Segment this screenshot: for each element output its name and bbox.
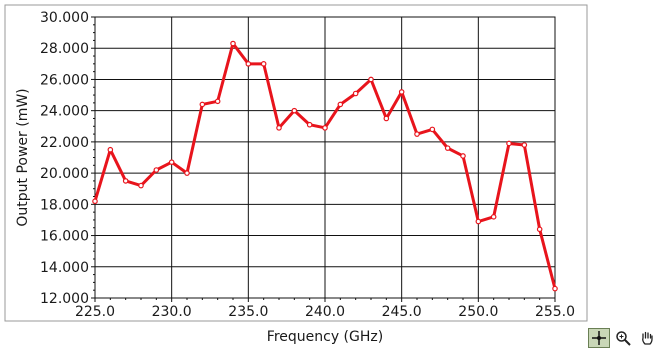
data-point <box>352 90 359 97</box>
series <box>92 40 558 292</box>
data-point <box>506 140 512 147</box>
zoom-tool-button[interactable] <box>612 328 634 348</box>
y-tick-label: 16.000 <box>40 229 89 245</box>
data-point <box>444 145 451 151</box>
data-point <box>168 159 175 165</box>
data-point <box>368 76 374 83</box>
data-point <box>230 40 236 47</box>
y-tick-label: 28.000 <box>40 41 89 57</box>
data-point <box>322 125 328 131</box>
data-point <box>199 101 206 108</box>
data-point <box>214 98 221 105</box>
data-point <box>107 146 114 153</box>
data-point <box>138 182 144 189</box>
y-tick-label: 22.000 <box>40 135 89 151</box>
data-point <box>92 198 98 205</box>
pan-hand-icon <box>642 331 653 345</box>
data-point <box>276 125 282 131</box>
x-tick-label: 255.0 <box>535 304 575 320</box>
x-axis-label: Frequency (GHz) <box>267 329 383 345</box>
graph-palette-toolbar <box>588 328 664 348</box>
cursor-move-tool-button[interactable] <box>588 328 610 348</box>
data-point <box>184 170 190 176</box>
x-tick-label: 225.0 <box>75 304 115 320</box>
cursor-move-icon <box>592 331 606 345</box>
data-point <box>337 101 344 108</box>
data-point <box>429 126 436 133</box>
y-tick-label: 26.000 <box>40 72 89 88</box>
pan-tool-button[interactable] <box>636 328 658 348</box>
x-tick-label: 230.0 <box>152 304 192 320</box>
data-point <box>398 89 405 95</box>
x-tick-label: 235.0 <box>228 304 268 320</box>
data-point <box>490 214 497 220</box>
data-point <box>460 153 466 159</box>
data-point <box>291 107 298 114</box>
y-tick-label: 12.000 <box>40 291 89 307</box>
data-point <box>552 285 558 292</box>
data-point <box>122 178 129 184</box>
data-point <box>260 61 267 67</box>
data-point <box>383 115 390 122</box>
data-point <box>153 167 160 173</box>
y-axis-label: Output Power (mW) <box>15 88 31 226</box>
data-point <box>521 142 528 148</box>
y-tick-label: 30.000 <box>40 10 89 26</box>
x-tick-label: 240.0 <box>305 304 345 320</box>
y-tick-label: 14.000 <box>40 260 89 276</box>
data-point <box>475 218 482 225</box>
y-tick-label: 20.000 <box>40 166 89 182</box>
data-point <box>414 131 420 137</box>
axes: 225.0 230.0 235.0 240.0 245.0 250.0 255.0 30.00… <box>40 10 575 320</box>
y-tick-label: 18.000 <box>40 197 89 213</box>
x-tick-label: 250.0 <box>458 304 498 320</box>
data-point <box>536 226 543 233</box>
zoom-icon <box>616 331 631 346</box>
y-tick-label: 24.000 <box>40 104 89 120</box>
x-tick-label: 245.0 <box>382 304 422 320</box>
data-point <box>306 121 313 128</box>
data-point <box>245 61 252 67</box>
